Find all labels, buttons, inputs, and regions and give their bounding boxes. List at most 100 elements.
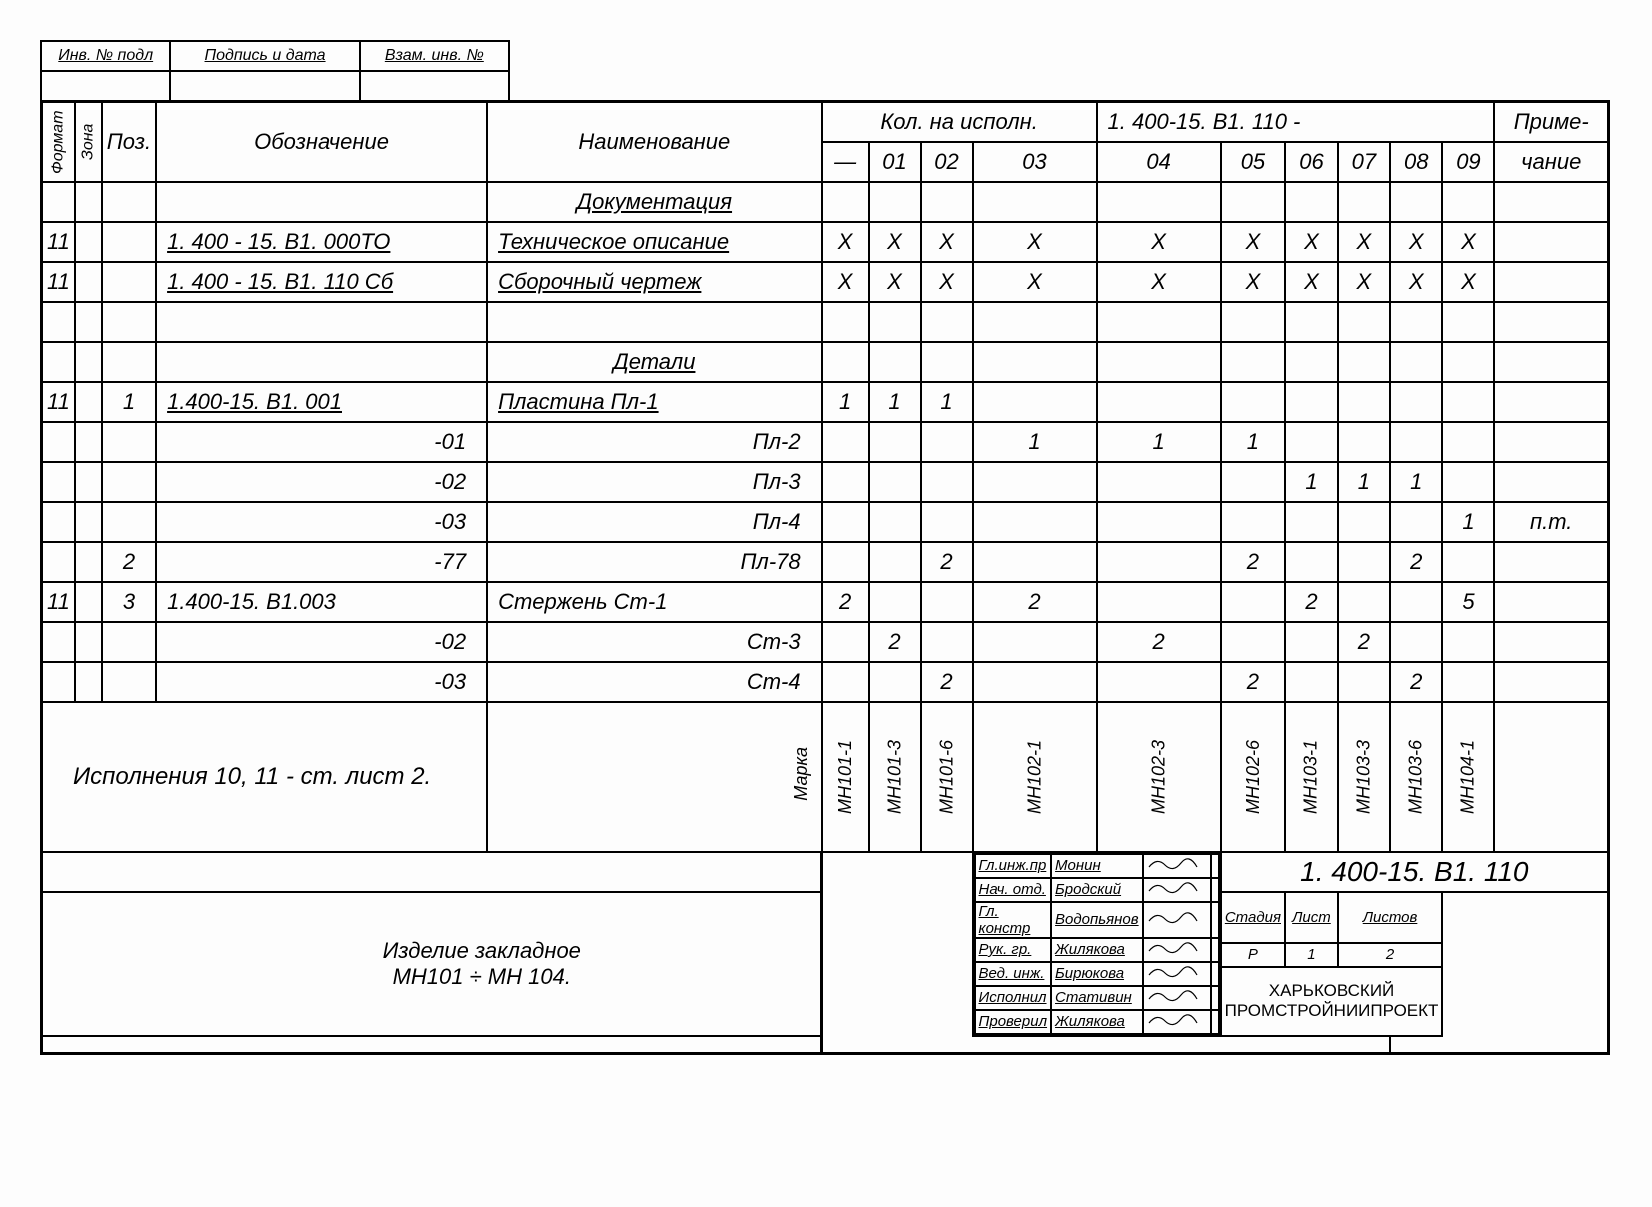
qty-cell: [1390, 422, 1442, 462]
qty-cell: 1: [1221, 422, 1286, 462]
qty-cell: [1285, 502, 1337, 542]
cell: [75, 382, 102, 422]
strip-cell: Подпись и дата: [170, 41, 359, 71]
series-header: 1. 400-15. В1. 110 -: [1097, 102, 1495, 142]
cell: [102, 222, 156, 262]
col-num: —: [822, 142, 869, 182]
naim-cell: Пластина Пл-1: [487, 382, 822, 422]
naim-cell: Техническое описание: [487, 222, 822, 262]
qty-cell: [1338, 542, 1390, 582]
qty-cell: [973, 462, 1097, 502]
qty-cell: [1442, 542, 1494, 582]
qty-cell: [869, 502, 921, 542]
sig-date: [1211, 986, 1219, 1010]
section-title: Детали: [487, 342, 822, 382]
qty-cell: [1390, 502, 1442, 542]
sig-date: [1211, 962, 1219, 986]
qty-cell: 2: [1221, 542, 1286, 582]
naim-cell: Пл-2: [487, 422, 822, 462]
qty-cell: [822, 542, 869, 582]
qty-cell: 1: [822, 382, 869, 422]
naim-cell: Пл-4: [487, 502, 822, 542]
sig-date: [1211, 938, 1219, 962]
qty-cell: 2: [1285, 582, 1337, 622]
naim-cell: Сборочный чертеж: [487, 262, 822, 302]
obozn-cell: -03: [156, 502, 487, 542]
qty-cell: Х: [973, 222, 1097, 262]
qty-cell: Х: [1097, 222, 1221, 262]
obozn-cell: -02: [156, 622, 487, 662]
prime-cell: [1494, 462, 1608, 502]
marka-cell: МН102-3: [1097, 702, 1221, 852]
qty-cell: [1338, 382, 1390, 422]
sig-sign: [1143, 902, 1211, 938]
qty-cell: Х: [1338, 222, 1390, 262]
stadia: Р: [1221, 943, 1286, 967]
prime-h: Приме-: [1494, 102, 1608, 142]
col-num: 01: [869, 142, 921, 182]
cell: 1: [102, 382, 156, 422]
col-num: 07: [1338, 142, 1390, 182]
col-obozn: Обозначение: [156, 102, 487, 182]
qty-cell: Х: [822, 222, 869, 262]
sig-name: Жилякова: [1051, 938, 1143, 962]
listov-h: Листов: [1338, 892, 1443, 943]
cell: [102, 462, 156, 502]
col-num: 02: [921, 142, 973, 182]
strip-blank: [360, 71, 509, 101]
qty-cell: [1338, 582, 1390, 622]
list-h: Лист: [1285, 892, 1337, 943]
cell: [42, 622, 75, 662]
col-format: Формат: [42, 102, 75, 182]
qty-cell: Х: [869, 222, 921, 262]
stamp-title2: МН101 ÷ МН 104.: [46, 964, 918, 990]
qty-cell: 2: [973, 582, 1097, 622]
prime-cell: [1494, 222, 1608, 262]
marka-cell: МН101-3: [869, 702, 921, 852]
prime-cell: [1494, 662, 1608, 702]
qty-cell: [1221, 622, 1286, 662]
col-num: 06: [1285, 142, 1337, 182]
qty-cell: Х: [1285, 222, 1337, 262]
qty-cell: Х: [1285, 262, 1337, 302]
sig-date: [1211, 854, 1219, 878]
listov: 2: [1338, 943, 1443, 967]
qty-cell: [973, 382, 1097, 422]
marka-cell: МН103-6: [1390, 702, 1442, 852]
qty-cell: 2: [921, 662, 973, 702]
cell: [75, 542, 102, 582]
qty-cell: [1442, 382, 1494, 422]
qty-cell: [869, 582, 921, 622]
cell: [75, 502, 102, 542]
prime-cell: п.т.: [1494, 502, 1608, 542]
org-line: ХАРЬКОВСКИЙ: [1225, 981, 1439, 1001]
qty-cell: 2: [1390, 662, 1442, 702]
cell: [42, 502, 75, 542]
qty-cell: [1390, 382, 1442, 422]
marka-cell: МН101-1: [822, 702, 869, 852]
qty-cell: 2: [1390, 542, 1442, 582]
sig-role: Вед. инж.: [975, 962, 1052, 986]
qty-cell: 1: [1097, 422, 1221, 462]
strip-cell: Инв. № подл: [41, 41, 170, 71]
col-naim: Наименование: [487, 102, 822, 182]
cell: 11: [42, 262, 75, 302]
sig-name: Водопьянов: [1051, 902, 1143, 938]
marka-cell: МН101-6: [921, 702, 973, 852]
sig-sign: [1143, 986, 1211, 1010]
qty-cell: [869, 462, 921, 502]
qty-cell: [921, 622, 973, 662]
prime-h2: чание: [1494, 142, 1608, 182]
qty-cell: 1: [1442, 502, 1494, 542]
qty-cell: [921, 502, 973, 542]
marka-label: Марка: [791, 747, 812, 801]
qty-cell: Х: [921, 262, 973, 302]
qty-cell: [1097, 502, 1221, 542]
strip-blank: [170, 71, 359, 101]
col-num: 08: [1390, 142, 1442, 182]
qty-cell: [973, 502, 1097, 542]
qty-cell: 2: [1338, 622, 1390, 662]
qty-cell: [869, 542, 921, 582]
naim-cell: Пл-78: [487, 542, 822, 582]
obozn-cell: -77: [156, 542, 487, 582]
